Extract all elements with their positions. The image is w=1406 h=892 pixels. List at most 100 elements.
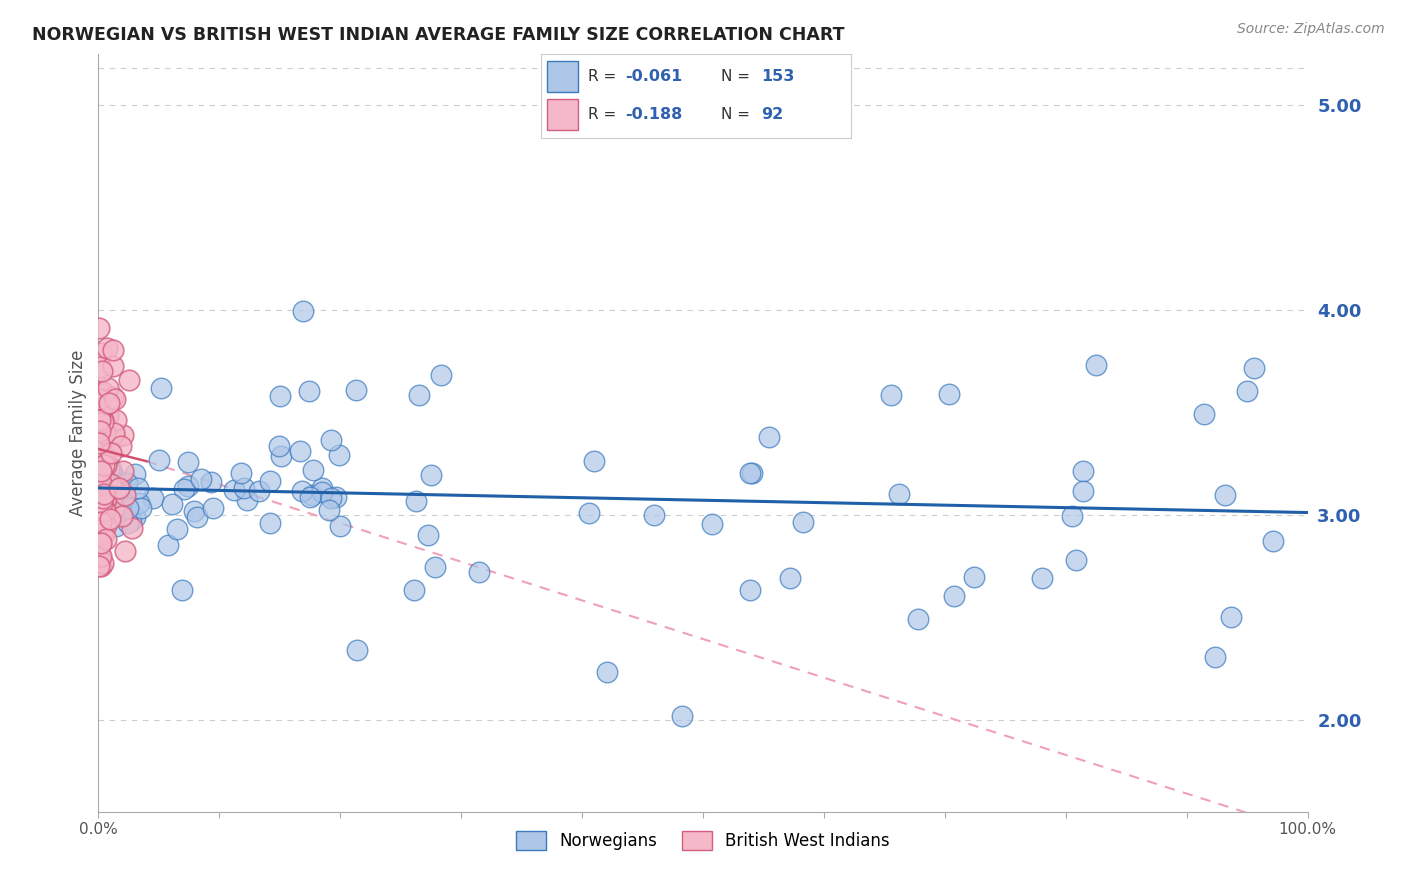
Point [101, 343, 124, 357]
Point [259, 516, 281, 530]
Point [887, 487, 910, 501]
Point [166, 523, 188, 537]
Point [298, 384, 321, 399]
Point [1071, 464, 1094, 478]
Point [328, 448, 350, 462]
Point [96, 456, 118, 470]
Point [91, 467, 114, 482]
Point [93, 508, 115, 523]
Point [90, 501, 112, 516]
Point [186, 509, 208, 524]
Point [405, 494, 427, 508]
Point [96, 397, 118, 411]
Point [90, 511, 112, 525]
Point [110, 508, 132, 522]
Point [93, 557, 115, 571]
Point [1060, 508, 1083, 523]
Point [232, 481, 254, 495]
Point [94, 450, 117, 465]
Text: N =: N = [721, 107, 755, 122]
Point [105, 483, 128, 498]
Point [94, 493, 117, 508]
Point [149, 381, 172, 395]
Point [114, 543, 136, 558]
Text: -0.188: -0.188 [624, 107, 682, 122]
Text: R =: R = [588, 107, 621, 122]
Point [94, 477, 117, 491]
Point [112, 428, 135, 442]
Point [1071, 483, 1094, 498]
Text: Source: ZipAtlas.com: Source: ZipAtlas.com [1237, 22, 1385, 37]
Point [94, 436, 117, 450]
Point [267, 439, 290, 453]
Point [963, 570, 986, 584]
Point [91, 475, 114, 490]
Point [89, 320, 111, 334]
Point [142, 491, 165, 505]
Point [103, 468, 125, 483]
Point [1220, 610, 1243, 624]
Point [98, 511, 121, 525]
Point [89, 489, 111, 503]
Point [236, 493, 259, 508]
Point [779, 571, 801, 585]
Point [93, 506, 115, 520]
Point [107, 503, 129, 517]
Point [93, 487, 115, 501]
Point [93, 458, 115, 472]
Point [90, 464, 112, 478]
Point [98, 491, 121, 506]
Point [792, 516, 814, 530]
Point [741, 467, 763, 481]
Point [89, 497, 111, 511]
Point [90, 464, 112, 478]
Point [90, 536, 112, 550]
Point [129, 500, 152, 515]
Point [907, 612, 929, 626]
Point [108, 481, 131, 495]
Point [90, 549, 112, 564]
Point [89, 470, 111, 484]
Point [183, 504, 205, 518]
Point [1213, 488, 1236, 502]
Point [90, 345, 112, 359]
Point [96, 342, 118, 356]
Point [402, 583, 425, 598]
Point [1204, 650, 1226, 665]
Point [177, 455, 200, 469]
Point [121, 521, 143, 535]
Point [93, 492, 115, 507]
Point [87, 478, 110, 492]
Point [90, 387, 112, 401]
Point [224, 483, 246, 497]
Point [89, 516, 111, 530]
Point [288, 444, 311, 458]
Point [124, 510, 146, 524]
Point [311, 484, 333, 499]
Point [202, 501, 225, 516]
Bar [547, 62, 578, 92]
Point [231, 466, 253, 480]
Point [117, 516, 139, 531]
Point [94, 483, 117, 497]
Point [942, 589, 965, 603]
Point [94, 517, 117, 532]
Point [157, 538, 180, 552]
Point [97, 396, 120, 410]
Point [114, 489, 136, 503]
Point [270, 450, 292, 464]
Point [120, 514, 142, 528]
Point [89, 512, 111, 526]
Point [880, 388, 903, 402]
Point [89, 424, 111, 438]
Point [702, 516, 724, 531]
Point [89, 548, 111, 562]
Point [89, 471, 111, 485]
Point [87, 413, 110, 427]
Point [115, 475, 138, 490]
Point [89, 558, 111, 573]
Point [94, 495, 117, 509]
Point [103, 426, 125, 441]
Point [111, 509, 134, 524]
Point [111, 464, 134, 478]
